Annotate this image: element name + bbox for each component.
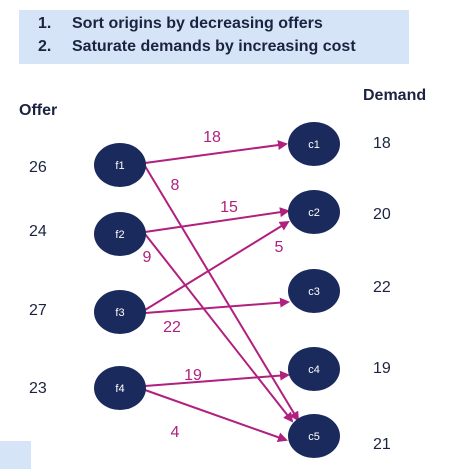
demand-c3: 22 [373, 279, 391, 296]
flow-label-f4-c4: 19 [184, 367, 202, 384]
offer-f4: 23 [29, 380, 47, 397]
flow-label-f2-c5: 9 [143, 249, 152, 266]
demand-c1: 18 [373, 135, 391, 152]
destination-node-c5 [288, 414, 340, 458]
destination-label-c4: c4 [308, 364, 320, 376]
origin-node-f4 [94, 366, 146, 410]
edge-f3-c3 [144, 297, 290, 314]
origin-label-f3: f3 [115, 307, 124, 319]
origin-node-f3 [94, 290, 146, 334]
edge-f2-c2 [144, 207, 290, 233]
demand-c4: 19 [373, 360, 391, 377]
offer-f3: 27 [29, 302, 47, 319]
demand-c2: 20 [373, 206, 391, 223]
origin-label-f2: f2 [115, 229, 124, 241]
offer-f1: 26 [29, 159, 47, 176]
destination-node-c4 [288, 347, 340, 391]
edge-f1-c5 [144, 165, 300, 422]
flow-label-f3-c2: 5 [275, 239, 284, 256]
step-2-text: Saturate demands by increasing cost [72, 38, 356, 55]
destination-node-c3 [288, 269, 340, 313]
origin-node-f2 [94, 212, 146, 256]
flow-label-f1-c5: 8 [171, 177, 180, 194]
flow-label-f4-c5: 4 [171, 424, 180, 441]
demand-c5: 21 [373, 436, 391, 453]
instructions-banner [19, 10, 409, 64]
destination-label-c1: c1 [308, 139, 320, 151]
edge-f4-c5 [144, 389, 288, 443]
destination-label-c3: c3 [308, 286, 320, 298]
edge-f3-c2 [144, 220, 290, 311]
destination-node-c2 [288, 190, 340, 234]
step-1-number: 1. [38, 15, 52, 32]
destination-node-c1 [288, 122, 340, 166]
step-1-text: Sort origins by decreasing offers [72, 15, 323, 32]
edge-f4-c4 [144, 370, 290, 387]
flow-label-f3-c3: 22 [163, 319, 181, 336]
flow-label-f2-c2: 15 [220, 199, 238, 216]
demand-header: Demand [363, 87, 427, 104]
edge-f1-c1 [144, 140, 288, 164]
origin-label-f4: f4 [115, 383, 124, 395]
destination-label-c5: c5 [308, 431, 320, 443]
edge-f2-c5 [144, 233, 294, 423]
destination-label-c2: c2 [308, 207, 320, 219]
corner-decoration [0, 441, 31, 469]
origin-label-f1: f1 [115, 160, 124, 172]
offer-f2: 24 [29, 223, 47, 240]
step-1: 1. Sort origins by decreasing offers [38, 15, 323, 33]
origin-node-f1 [94, 143, 146, 187]
step-2-number: 2. [38, 38, 52, 55]
offer-header: Offer [19, 102, 58, 119]
step-2: 2. Saturate demands by increasing cost [38, 38, 356, 56]
flow-label-f1-c1: 18 [203, 129, 221, 146]
